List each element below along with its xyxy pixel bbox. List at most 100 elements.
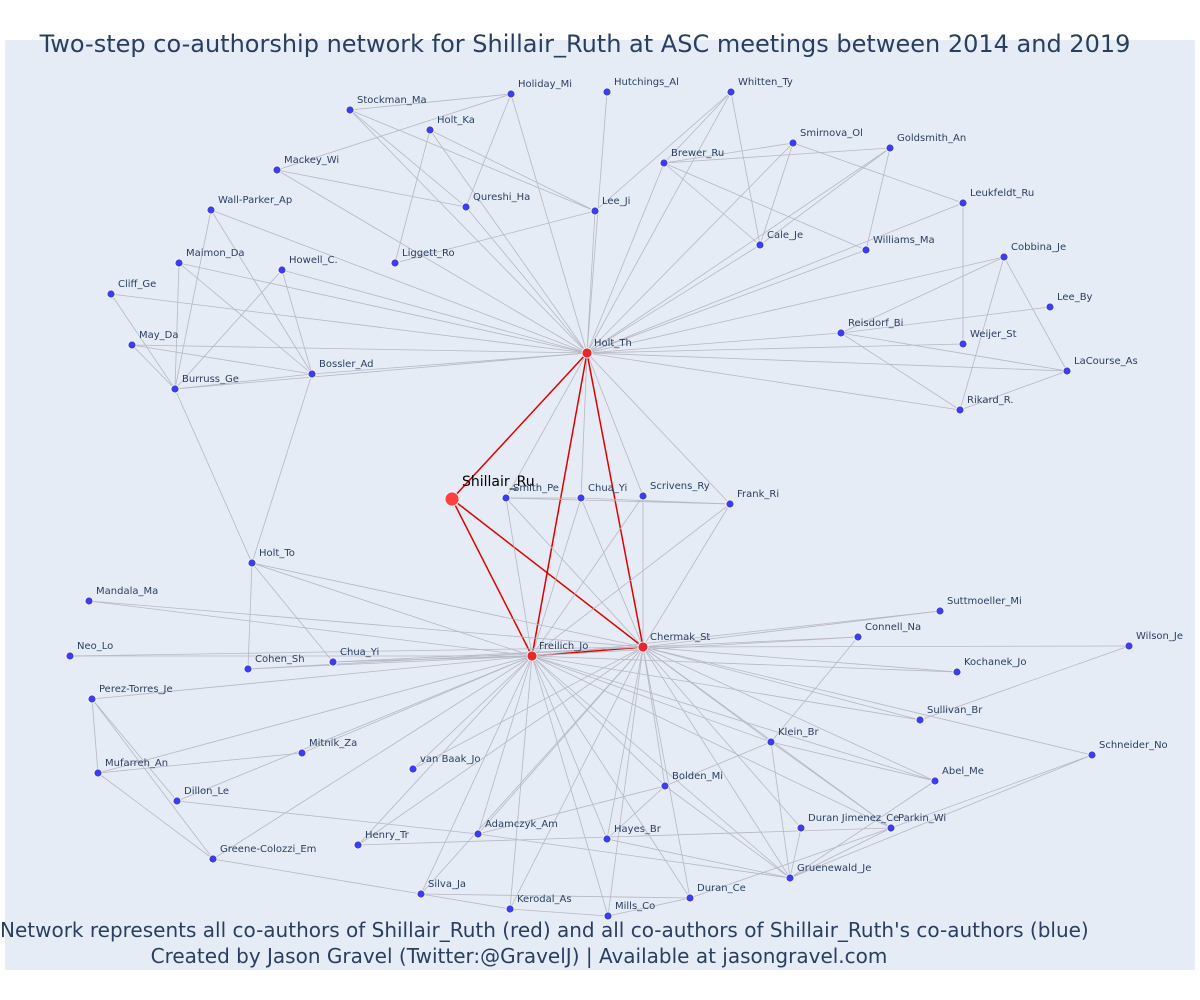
- node-Maimon_Da[interactable]: [174, 258, 184, 268]
- node-Brewer_Ru[interactable]: [659, 158, 669, 168]
- node-Smith_Pe[interactable]: [501, 493, 511, 503]
- edge-Cobbina_Je-Reisdorf_Bi: [840, 256, 1005, 334]
- node-Dillon_Le[interactable]: [172, 796, 182, 806]
- node-label-Whitten_Ty: Whitten_Ty: [738, 77, 793, 88]
- edge-Freilich_Jo-Greene-Colozzi_Em: [212, 655, 533, 860]
- node-label-Suttmoeller_Mi: Suttmoeller_Mi: [947, 596, 1022, 607]
- node-Schneider_No[interactable]: [1087, 750, 1097, 760]
- edge-Goldsmith_An-Brewer_Ru: [663, 147, 891, 164]
- edge-Brewer_Ru-Cale_Je: [663, 162, 761, 246]
- node-Smirnova_Ol[interactable]: [788, 138, 798, 148]
- node-Lee_Ji[interactable]: [590, 206, 600, 216]
- edge-Holt_Th-Chermak_St: [586, 352, 644, 648]
- node-Shillair_Ru[interactable]: [444, 491, 460, 507]
- edge-Reisdorf_Bi-Rikard_R: [840, 332, 961, 411]
- node-LaCourse_As[interactable]: [1062, 366, 1072, 376]
- node-Parkin_Wi[interactable]: [886, 823, 896, 833]
- node-Mackey_Wi[interactable]: [272, 165, 282, 175]
- node-Stockman_Ma[interactable]: [345, 105, 355, 115]
- node-Abel_Me[interactable]: [930, 776, 940, 786]
- node-Chermak_St[interactable]: [637, 641, 649, 653]
- node-Wall-Parker_Ap[interactable]: [206, 205, 216, 215]
- node-Mitnik_Za[interactable]: [297, 748, 307, 758]
- node-Qureshi_Ha[interactable]: [461, 202, 471, 212]
- node-Holiday_Mi[interactable]: [506, 89, 516, 99]
- node-Holt_To[interactable]: [247, 558, 257, 568]
- node-Hayes_Br[interactable]: [602, 834, 612, 844]
- node-Mandala_Ma[interactable]: [84, 596, 94, 606]
- node-Cliff_Ge[interactable]: [106, 289, 116, 299]
- node-Henry_Tr[interactable]: [353, 840, 363, 850]
- node-Lee_By[interactable]: [1045, 302, 1055, 312]
- node-Bossler_Ad[interactable]: [307, 369, 317, 379]
- node-label-Silva_Ja: Silva_Ja: [428, 879, 466, 890]
- caption-line-1: Network represents all co-authors of Shi…: [0, 918, 1089, 942]
- node-label-May_Da: May_Da: [139, 330, 179, 341]
- node-Weijer_St[interactable]: [958, 339, 968, 349]
- node-Liggett_Ro[interactable]: [390, 258, 400, 268]
- node-Greene-Colozzi_Em[interactable]: [208, 854, 218, 864]
- node-Bolden_Mi[interactable]: [660, 781, 670, 791]
- edge-Klein_Br-Connell_Na: [770, 636, 859, 743]
- node-label-Smirnova_Ol: Smirnova_Ol: [800, 128, 863, 139]
- node-Silva_Ja[interactable]: [416, 889, 426, 899]
- node-label-Klein_Br: Klein_Br: [778, 727, 819, 738]
- node-Chua_Yi_b[interactable]: [328, 657, 338, 667]
- node-Chua_Yi_a[interactable]: [576, 493, 586, 503]
- node-Cobbina_Je[interactable]: [999, 252, 1009, 262]
- edge-Freilich_Jo-van_Baak_Jo: [412, 655, 533, 770]
- node-Hutchings_Al[interactable]: [602, 87, 612, 97]
- node-Klein_Br[interactable]: [766, 737, 776, 747]
- node-Whitten_Ty[interactable]: [726, 87, 736, 97]
- edge-Holt_Th-Cliff_Ge: [110, 293, 588, 354]
- node-Mufarreh_An[interactable]: [93, 768, 103, 778]
- edge-Holiday_Mi-Stockman_Ma: [349, 93, 512, 111]
- node-label-Scrivens_Ry: Scrivens_Ry: [650, 481, 710, 492]
- node-Freilich_Jo[interactable]: [526, 650, 538, 662]
- node-label-Holt_Ka: Holt_Ka: [437, 115, 475, 126]
- node-Leukfeldt_Ru[interactable]: [958, 198, 968, 208]
- node-label-Mackey_Wi: Mackey_Wi: [284, 155, 339, 166]
- node-Reisdorf_Bi[interactable]: [836, 328, 846, 338]
- node-Duran_Jimenez_Ce[interactable]: [796, 823, 806, 833]
- node-Sullivan_Br[interactable]: [915, 715, 925, 725]
- edge-Chermak_St-Abel_Me: [642, 646, 936, 782]
- node-label-Cliff_Ge: Cliff_Ge: [118, 279, 156, 290]
- node-Connell_Na[interactable]: [853, 632, 863, 642]
- edge-Holt_Th-Bossler_Ad: [311, 352, 588, 375]
- node-Scrivens_Ry[interactable]: [638, 491, 648, 501]
- edge-Rikard_R-LaCourse_As: [959, 370, 1068, 411]
- node-Perez-Torres_Je[interactable]: [87, 694, 97, 704]
- node-Rikard_R[interactable]: [955, 405, 965, 415]
- node-Mills_Co[interactable]: [603, 911, 613, 921]
- node-label-Smith_Pe: Smith_Pe: [513, 483, 559, 494]
- node-Cale_Je[interactable]: [755, 240, 765, 250]
- node-Williams_Ma[interactable]: [861, 245, 871, 255]
- node-Frank_Ri[interactable]: [725, 499, 735, 509]
- edge-Holt_Th-Howell_C: [281, 269, 588, 354]
- node-Burruss_Ge[interactable]: [170, 384, 180, 394]
- edge-Smirnova_Ol-Leukfeldt_Ru: [792, 142, 964, 204]
- node-May_Da[interactable]: [127, 340, 137, 350]
- node-Adamczyk_Am[interactable]: [473, 829, 483, 839]
- edge-Klein_Br-Parkin_Wi: [770, 741, 892, 829]
- node-Kerodal_As[interactable]: [505, 904, 515, 914]
- node-Wilson_Je[interactable]: [1124, 641, 1134, 651]
- node-Holt_Ka[interactable]: [425, 125, 435, 135]
- node-Holt_Th[interactable]: [581, 347, 593, 359]
- node-label-Bolden_Mi: Bolden_Mi: [672, 771, 723, 782]
- node-Goldsmith_An[interactable]: [885, 143, 895, 153]
- node-Howell_C[interactable]: [277, 265, 287, 275]
- node-label-Leukfeldt_Ru: Leukfeldt_Ru: [970, 188, 1034, 199]
- edge-Shillair_Ru-Holt_Th: [451, 352, 588, 500]
- edge-Parkin_Wi-Schneider_No: [890, 754, 1093, 829]
- node-Duran_Ce[interactable]: [685, 893, 695, 903]
- node-van_Baak_Jo[interactable]: [408, 764, 418, 774]
- node-Cohen_Sh[interactable]: [243, 664, 253, 674]
- node-Suttmoeller_Mi[interactable]: [935, 606, 945, 616]
- node-Gruenewald_Je[interactable]: [785, 873, 795, 883]
- node-Neo_Lo[interactable]: [65, 651, 75, 661]
- node-Kochanek_Jo[interactable]: [952, 667, 962, 677]
- node-label-Chermak_St: Chermak_St: [650, 632, 710, 643]
